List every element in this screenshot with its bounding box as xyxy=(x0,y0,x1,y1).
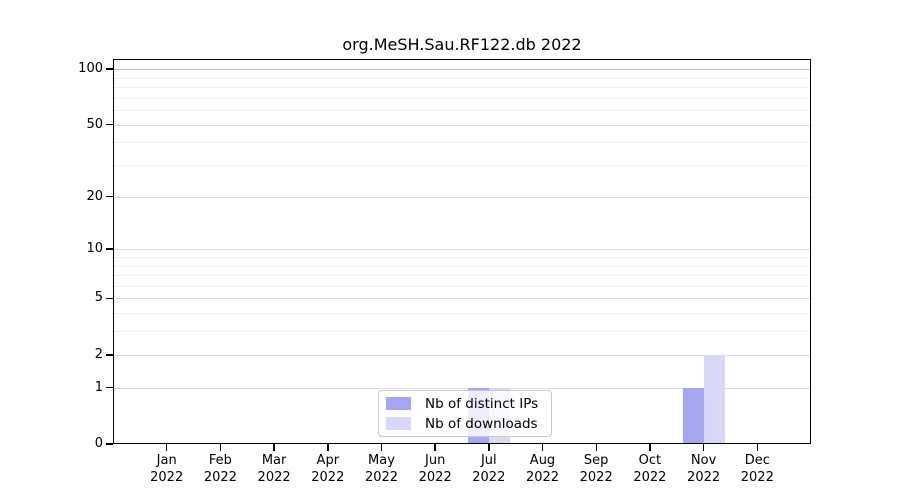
y-tick xyxy=(106,195,113,198)
minor-gridline xyxy=(113,256,811,258)
major-gridline xyxy=(113,196,811,198)
x-tick-label: Feb 2022 xyxy=(203,453,237,485)
y-tick-label: 5 xyxy=(94,290,103,306)
x-tick xyxy=(380,444,383,451)
x-tick-label: Nov 2022 xyxy=(687,453,721,485)
legend: Nb of distinct IPs Nb of downloads xyxy=(378,390,552,437)
y-tick-label: 50 xyxy=(86,116,103,132)
x-tick-label: Apr 2022 xyxy=(311,453,345,485)
x-tick xyxy=(434,444,436,451)
x-tick-label: Jul 2022 xyxy=(472,453,506,485)
minor-gridline xyxy=(113,275,811,276)
x-tick xyxy=(649,444,651,451)
legend-item-distinct-ips: Nb of distinct IPs xyxy=(386,396,551,412)
legend-label-distinct-ips: Nb of distinct IPs xyxy=(425,395,539,412)
y-tick-label: 2 xyxy=(94,346,103,362)
x-tick-label: Mar 2022 xyxy=(257,453,291,485)
minor-gridline xyxy=(113,165,811,166)
major-gridline xyxy=(113,387,811,389)
x-tick-label: Jun 2022 xyxy=(418,453,452,485)
x-tick-label: Oct 2022 xyxy=(633,453,667,485)
minor-gridline xyxy=(113,285,811,287)
y-tick xyxy=(106,297,113,300)
major-gridline xyxy=(113,69,811,70)
minor-gridline xyxy=(113,313,811,315)
y-tick-label: 100 xyxy=(78,61,103,76)
y-tick-label: 0 xyxy=(94,436,103,451)
x-tick-label: May 2022 xyxy=(364,453,399,485)
y-tick xyxy=(106,248,113,250)
y-tick xyxy=(106,123,113,126)
x-tick xyxy=(756,444,759,451)
y-tick xyxy=(106,354,113,356)
downloads-swatch-icon xyxy=(386,417,411,430)
legend-label-downloads: Nb of downloads xyxy=(425,415,538,432)
x-tick xyxy=(327,444,329,451)
minor-gridline xyxy=(113,110,811,111)
minor-gridline xyxy=(113,86,811,88)
bar-downloads xyxy=(703,354,725,444)
x-tick-label: Dec 2022 xyxy=(740,453,774,485)
minor-gridline xyxy=(113,331,811,333)
y-tick-label: 1 xyxy=(94,379,103,395)
x-tick xyxy=(541,444,544,451)
x-tick xyxy=(165,444,168,451)
minor-gridline xyxy=(113,142,811,144)
y-tick-label: 10 xyxy=(86,241,103,257)
x-tick-label: Sep 2022 xyxy=(579,453,613,485)
major-gridline xyxy=(113,124,811,126)
major-gridline xyxy=(113,249,811,251)
major-gridline xyxy=(113,298,811,300)
x-tick-label: Aug 2022 xyxy=(525,453,560,485)
bar-distinct-ips xyxy=(682,387,704,444)
x-tick xyxy=(595,444,597,451)
major-gridline xyxy=(113,354,811,356)
y-tick xyxy=(106,443,113,445)
x-tick xyxy=(273,444,275,451)
minor-gridline xyxy=(113,77,811,79)
y-tick xyxy=(106,68,113,70)
legend-item-downloads: Nb of downloads xyxy=(386,416,551,432)
y-tick-label: 20 xyxy=(86,188,103,204)
minor-gridline xyxy=(113,265,811,267)
x-tick xyxy=(488,444,490,451)
chart-title: org.MeSH.Sau.RF122.db 2022 xyxy=(342,35,582,54)
distinct-ips-swatch-icon xyxy=(386,397,411,410)
minor-gridline xyxy=(113,97,811,99)
x-tick xyxy=(219,444,222,451)
y-tick xyxy=(106,386,113,389)
x-tick xyxy=(702,444,705,451)
x-tick-label: Jan 2022 xyxy=(150,453,184,485)
